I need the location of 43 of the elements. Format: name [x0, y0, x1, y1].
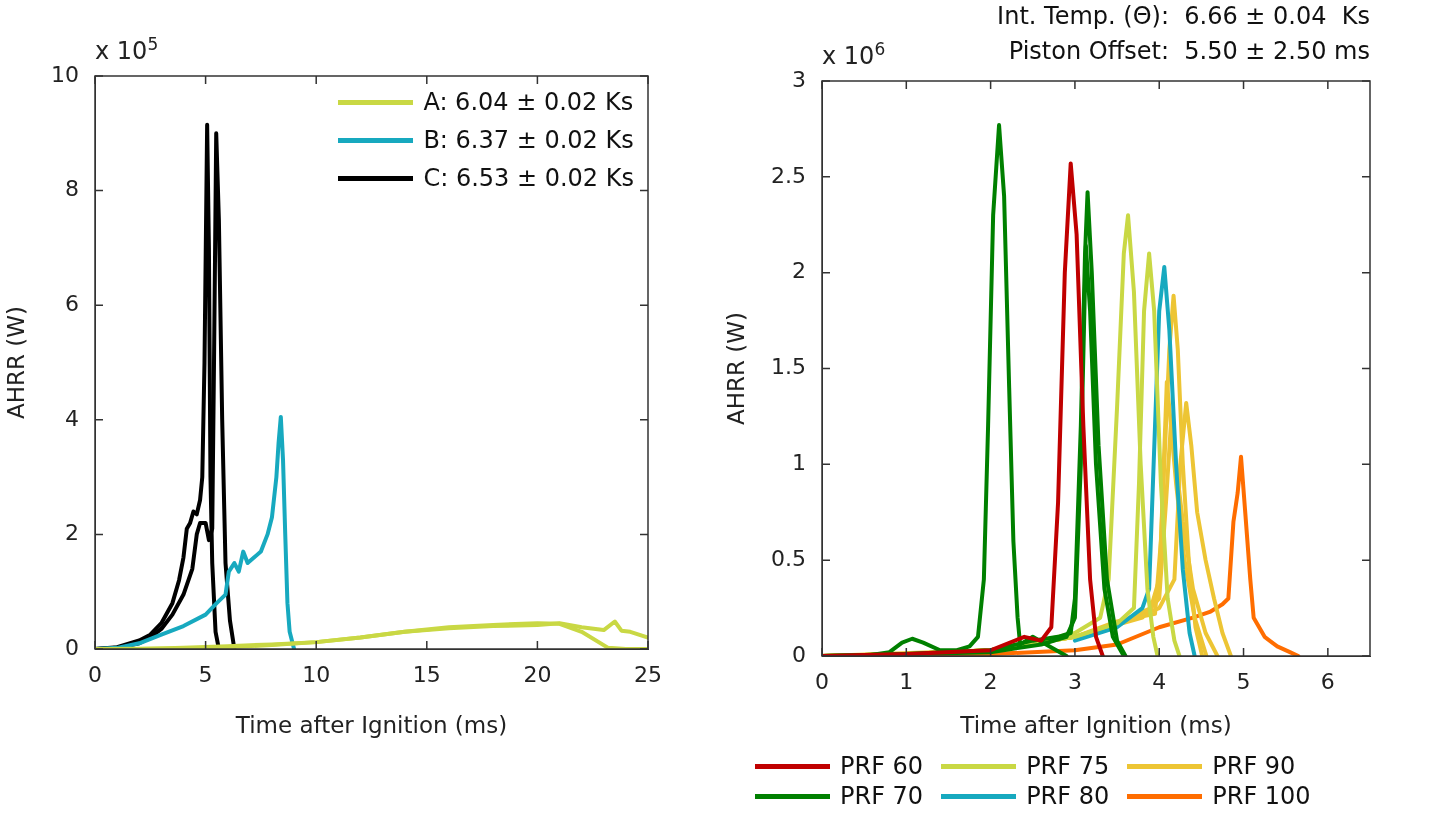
x-tick-label: 0	[88, 661, 102, 687]
legend-label: B: 6.37 ± 0.02 Ks	[423, 126, 634, 154]
y-tick-label: 1.5	[771, 354, 806, 380]
legend-label: PRF 80	[1026, 782, 1110, 810]
x-tick-label: 10	[302, 661, 331, 687]
x-axis-title: Time after Ignition (ms)	[959, 712, 1232, 739]
y-tick-label: 1	[792, 450, 806, 476]
text: x 10$^{5}$	[95, 34, 159, 65]
x-tick-label: 25	[634, 661, 662, 687]
x-tick-label: 2	[983, 668, 998, 694]
y-tick-label: 0	[792, 641, 806, 667]
x-tick-label: 5	[198, 661, 213, 687]
x-tick-label: 5	[1236, 668, 1251, 694]
y-tick-label: 10	[51, 61, 79, 87]
y-tick-label: 4	[65, 405, 79, 431]
y-tick-label: 0.5	[771, 545, 806, 571]
y-axis-title: AHRR (W)	[2, 306, 29, 419]
y-tick-label: 2	[792, 258, 806, 284]
y-tick-label: 2	[65, 520, 79, 546]
legend-label: PRF 60	[840, 752, 924, 780]
x-axis-title: Time after Ignition (ms)	[234, 712, 508, 739]
x-tick-label: 3	[1067, 668, 1082, 694]
legend-label: C: 6.53 ± 0.02 Ks	[423, 164, 634, 192]
x-tick-label: 15	[412, 661, 441, 687]
x-tick-label: 20	[523, 661, 552, 687]
legend-label: A: 6.04 ± 0.02 Ks	[423, 88, 634, 116]
legend-label: PRF 75	[1026, 752, 1110, 780]
legend-label: PRF 90	[1212, 752, 1296, 780]
x-tick-label: 0	[815, 668, 829, 694]
y-tick-label: 8	[65, 176, 79, 202]
y-tick-label: 3	[792, 66, 806, 92]
chart-subtitle: Piston Offset: 5.50 ± 2.50 ms	[1008, 37, 1370, 65]
legend-label: PRF 70	[840, 782, 924, 810]
y-tick-label: 6	[65, 290, 79, 316]
text: x 10$^{6}$	[822, 39, 886, 70]
x-tick-label: 6	[1320, 668, 1335, 694]
y-tick-label: 0	[65, 634, 79, 660]
y-axis-title: AHRR (W)	[722, 312, 749, 425]
y-tick-label: 2.5	[771, 162, 806, 188]
legend-label: PRF 100	[1212, 782, 1311, 810]
x-tick-label: 4	[1152, 668, 1167, 694]
chart-title: Int. Temp. (Θ): 6.66 ± 0.04 Ks	[997, 2, 1370, 30]
x-tick-label: 1	[899, 668, 914, 694]
